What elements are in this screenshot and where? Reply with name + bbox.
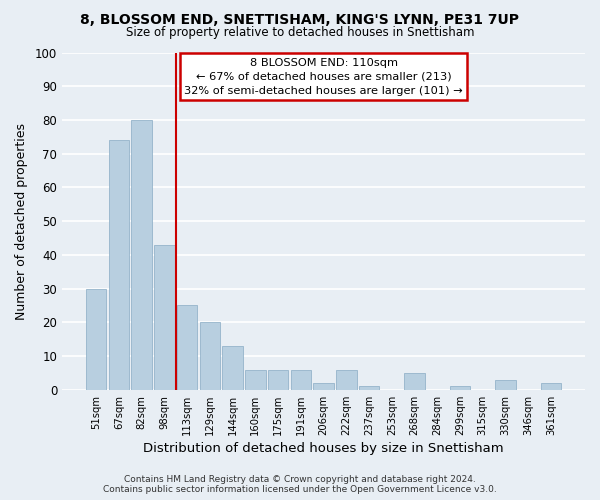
Bar (131, 120, 152, 390)
Bar (245, 370, 266, 390)
Text: Contains public sector information licensed under the Open Government Licence v3: Contains public sector information licen… (103, 484, 497, 494)
Bar (404, 373, 425, 390)
Bar (313, 383, 334, 390)
Text: Contains HM Land Registry data © Crown copyright and database right 2024.: Contains HM Land Registry data © Crown c… (124, 475, 476, 484)
Bar (495, 380, 516, 390)
Text: 8, BLOSSOM END, SNETTISHAM, KING'S LYNN, PE31 7UP: 8, BLOSSOM END, SNETTISHAM, KING'S LYNN,… (80, 12, 520, 26)
Bar (336, 370, 356, 390)
Bar (177, 306, 197, 390)
Bar (109, 140, 129, 390)
X-axis label: Distribution of detached houses by size in Snettisham: Distribution of detached houses by size … (143, 442, 504, 455)
Bar (541, 383, 561, 390)
Bar (86, 288, 106, 390)
Bar (359, 386, 379, 390)
Text: 8 BLOSSOM END: 110sqm
← 67% of detached houses are smaller (213)
32% of semi-det: 8 BLOSSOM END: 110sqm ← 67% of detached … (184, 58, 463, 96)
Bar (450, 386, 470, 390)
Bar (223, 346, 243, 390)
Bar (290, 370, 311, 390)
Bar (268, 370, 288, 390)
Bar (200, 322, 220, 390)
Bar (154, 245, 175, 390)
Y-axis label: Number of detached properties: Number of detached properties (15, 122, 28, 320)
Text: Size of property relative to detached houses in Snettisham: Size of property relative to detached ho… (126, 26, 474, 39)
